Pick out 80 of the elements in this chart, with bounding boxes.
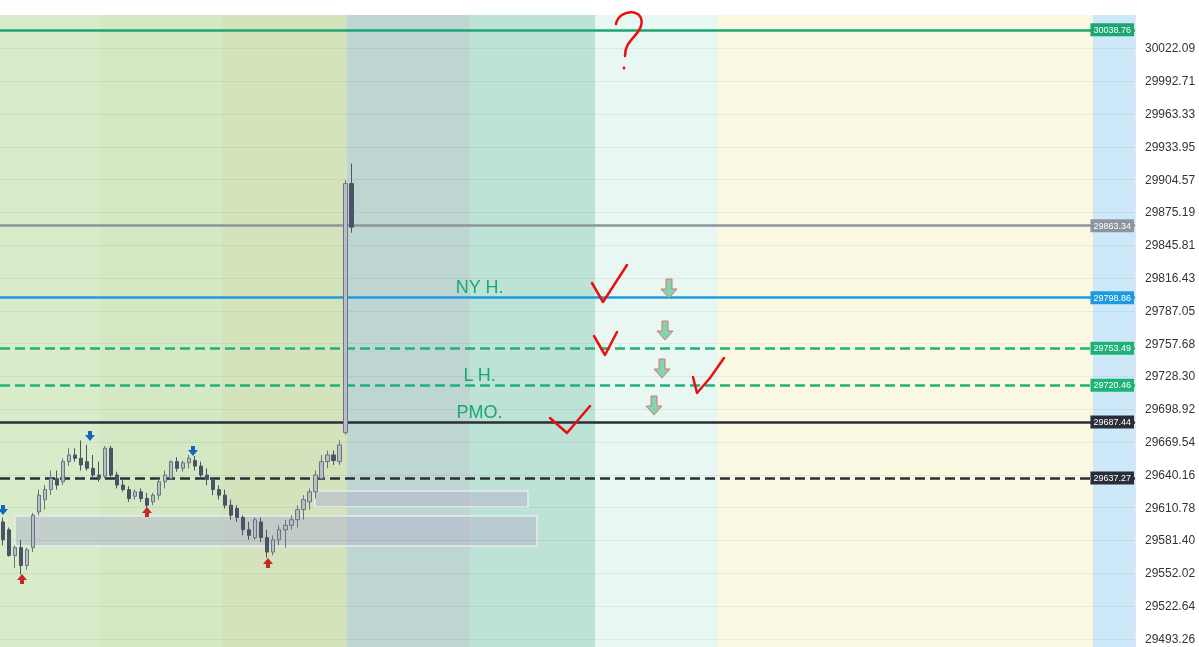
y-tick-label: 29669.54 [1145, 435, 1196, 450]
candlestick [337, 439, 342, 466]
candlestick [109, 445, 113, 479]
candlestick [217, 484, 221, 501]
candlestick [97, 461, 101, 483]
y-tick-label: 29581.40 [1145, 533, 1196, 548]
candlestick [37, 489, 41, 516]
candlestick [127, 485, 131, 503]
ref-line-label: 29753.49 [1093, 343, 1131, 354]
candlestick [259, 516, 263, 543]
y-tick-label: 30022.09 [1145, 41, 1196, 56]
annotation: PMO. [456, 402, 503, 422]
candlestick [175, 456, 179, 473]
candlestick [253, 516, 257, 541]
ref-line-label: 29637.27 [1093, 473, 1131, 484]
y-tick-label: 29757.68 [1145, 336, 1196, 351]
candlestick [121, 477, 125, 493]
candlestick [115, 471, 119, 489]
annotation: NY H. [455, 277, 504, 297]
candlestick [205, 467, 209, 486]
y-tick-label: 29610.78 [1145, 500, 1196, 515]
candlestick [343, 179, 348, 436]
y-tick-label: 29963.33 [1145, 107, 1196, 122]
y-tick-label: 29816.43 [1145, 271, 1196, 286]
candlestick [25, 547, 29, 571]
y-tick-label: 29493.26 [1145, 631, 1196, 646]
candlestick [211, 477, 215, 496]
candlestick [139, 487, 143, 503]
candlestick [199, 461, 203, 479]
candlestick [91, 454, 95, 479]
candlestick [67, 447, 71, 467]
ref-line-label: 29798.86 [1093, 292, 1131, 303]
candlestick [145, 492, 149, 510]
candlestick [55, 470, 59, 491]
candlestick [271, 534, 275, 556]
candlestick [169, 460, 173, 481]
candlestick [265, 529, 269, 559]
candlestick [13, 544, 17, 569]
candlestick [229, 499, 233, 521]
candlestick [235, 504, 239, 523]
candlestick [247, 521, 251, 541]
candlestick [151, 492, 155, 506]
y-tick-label: 29552.02 [1145, 566, 1196, 581]
candlestick [241, 514, 245, 536]
y-tick-label: 29522.64 [1145, 599, 1196, 614]
candlestick [277, 524, 281, 546]
candlestick [31, 512, 35, 553]
candlestick [103, 445, 107, 479]
candlestick [43, 484, 47, 511]
candlestick [79, 439, 83, 472]
y-tick-label: 29787.05 [1145, 303, 1196, 318]
candlestick [223, 489, 227, 510]
candlestick [1, 516, 5, 546]
candlestick [181, 460, 185, 473]
candlestick [61, 457, 65, 486]
y-tick-label: 29640.16 [1145, 467, 1196, 482]
annotation: L H. [463, 365, 496, 385]
y-tick-label: 29728.30 [1145, 369, 1196, 384]
ref-line-label: 30038.76 [1093, 24, 1131, 35]
candlestick [133, 489, 137, 501]
candlestick [157, 477, 161, 501]
ref-line-label: 29687.44 [1093, 417, 1131, 428]
y-tick-label: 29845.81 [1145, 238, 1196, 253]
candlestick [19, 539, 23, 575]
candlestick [49, 470, 53, 496]
candlestick [349, 163, 354, 234]
candlestick [193, 455, 197, 472]
ref-line-label: 29863.34 [1093, 220, 1131, 231]
y-tick-label: 29698.92 [1145, 402, 1196, 417]
ref-line-label: 29720.46 [1093, 380, 1131, 391]
candlestick [7, 527, 11, 558]
y-tick-label: 29875.19 [1145, 205, 1196, 220]
y-tick-label: 29904.57 [1145, 172, 1196, 187]
candlestick [85, 444, 89, 472]
candlestick [73, 447, 77, 463]
y-tick-label: 29992.71 [1145, 74, 1196, 89]
candlestick [163, 470, 167, 489]
y-tick-label: 29933.95 [1145, 139, 1196, 154]
candlestick [331, 449, 336, 466]
candlestick [187, 454, 191, 469]
